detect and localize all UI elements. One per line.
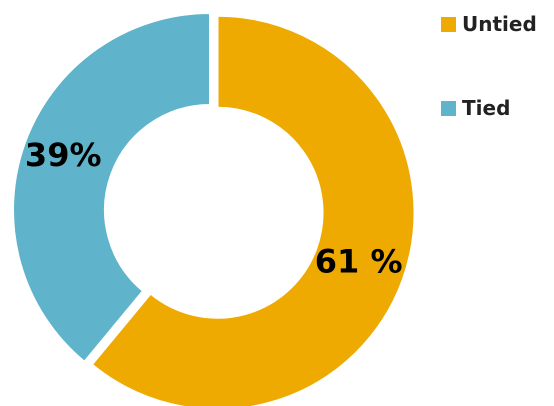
slice-tied	[12, 11, 211, 364]
data-label-tied: 39%	[25, 136, 102, 174]
slice-untied	[90, 14, 416, 406]
legend: Untied Tied	[441, 8, 537, 176]
legend-item-tied: Tied	[441, 92, 537, 124]
legend-item-untied: Untied	[441, 8, 537, 40]
legend-label-tied: Tied	[462, 96, 511, 120]
legend-swatch-untied	[441, 16, 456, 32]
legend-swatch-tied	[441, 100, 456, 116]
legend-label-untied: Untied	[462, 12, 537, 36]
data-label-untied: 61 %	[315, 243, 403, 281]
